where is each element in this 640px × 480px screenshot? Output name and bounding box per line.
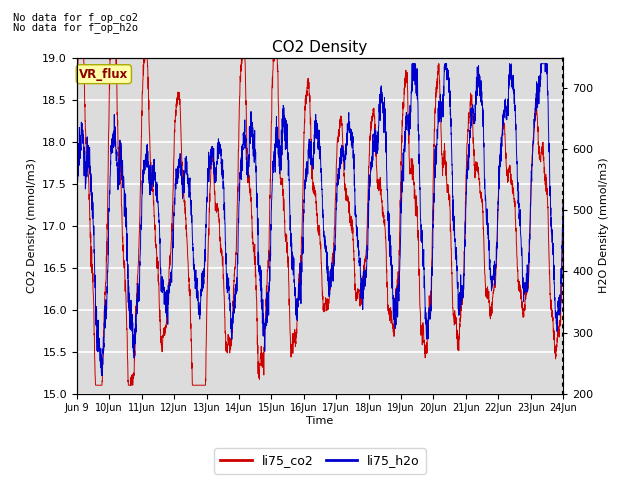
Text: No data for f_op_h2o: No data for f_op_h2o <box>13 22 138 33</box>
Title: CO2 Density: CO2 Density <box>273 40 367 55</box>
X-axis label: Time: Time <box>307 416 333 426</box>
Legend: li75_co2, li75_h2o: li75_co2, li75_h2o <box>214 448 426 474</box>
Text: VR_flux: VR_flux <box>79 68 129 81</box>
Y-axis label: H2O Density (mmol/m3): H2O Density (mmol/m3) <box>599 158 609 293</box>
Y-axis label: CO2 Density (mmol/m3): CO2 Density (mmol/m3) <box>27 158 36 293</box>
Text: No data for f_op_co2: No data for f_op_co2 <box>13 12 138 23</box>
